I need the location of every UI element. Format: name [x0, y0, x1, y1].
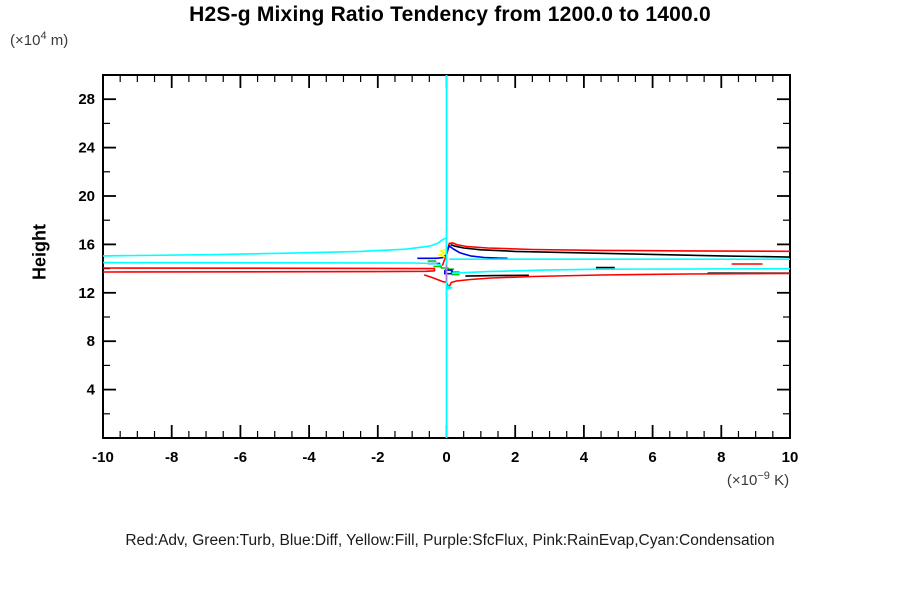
x-tick-label: -6 [234, 449, 247, 466]
series-turb [427, 260, 460, 276]
x-tick-label: -10 [92, 449, 114, 466]
series-condensation [102, 75, 791, 438]
y-tick-label: 12 [78, 285, 95, 302]
series-unlabeled-black-segment [450, 243, 791, 258]
series-diff-segment [417, 245, 508, 260]
y-axis-unit-label: (×104 m) [10, 30, 68, 49]
x-tick-label: 8 [717, 449, 725, 466]
y-tick-label: 8 [87, 333, 95, 350]
y-tick-label: 28 [78, 91, 95, 108]
x-axis-unit-label: (×10−9 K) [688, 470, 828, 489]
y-tick-label: 4 [87, 382, 96, 399]
series-fill-segment [438, 248, 447, 258]
x-tick-label: -8 [165, 449, 178, 466]
x-tick-label: 0 [442, 449, 450, 466]
x-tick-label: 4 [580, 449, 589, 466]
series-fill [438, 248, 447, 258]
y-unit-suffix: m) [46, 32, 69, 49]
legend-text: Red:Adv, Green:Turb, Blue:Diff, Yellow:F… [125, 532, 775, 549]
series-condensation-segment [102, 237, 447, 257]
x-tick-label: -2 [371, 449, 384, 466]
x-unit-exponent: −9 [757, 470, 770, 482]
y-tick-labels: 4 8 12 16 20 24 28 [78, 91, 95, 398]
series-condensation-segment [446, 285, 453, 290]
chart-title: H2S-g Mixing Ratio Tendency from 1200.0 … [189, 3, 711, 26]
series-adv-segment [423, 272, 791, 289]
y-tick-label: 16 [78, 236, 95, 253]
series-turb-segment [427, 260, 437, 262]
y-unit-exponent: 4 [40, 30, 47, 42]
series-adv-segment [102, 267, 436, 273]
series-turb-segment [433, 265, 455, 271]
y-axis-title: Height [29, 224, 50, 280]
y-tick-label: 24 [78, 140, 95, 157]
series-unlabeled-black-segment [465, 274, 529, 277]
x-tick-label: -4 [302, 449, 316, 466]
x-unit-prefix: (×10 [726, 472, 758, 489]
series-condensation-segment [451, 267, 791, 274]
y-unit-prefix: (×10 [10, 32, 41, 49]
y-tick-label: 20 [78, 188, 95, 205]
axis-ticks [102, 75, 791, 438]
x-tick-label: 6 [648, 449, 656, 466]
series-condensation-segment [102, 261, 442, 266]
x-tick-label: 2 [511, 449, 519, 466]
x-unit-suffix: K) [769, 472, 790, 489]
x-tick-label: 10 [782, 449, 799, 466]
x-tick-labels: -10 -8 -6 -4 -2 0 2 4 6 8 10 [92, 449, 798, 466]
